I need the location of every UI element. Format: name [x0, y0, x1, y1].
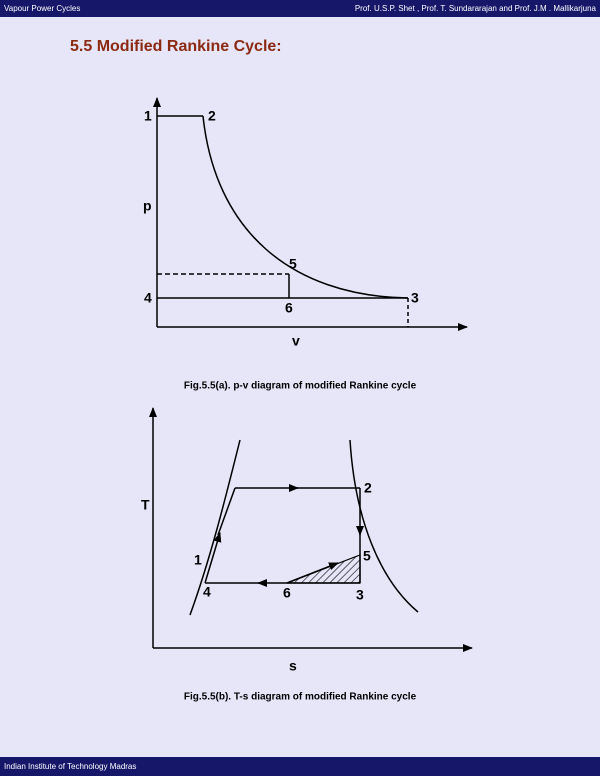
point-label: 5	[289, 256, 297, 272]
point-label: 3	[411, 290, 419, 306]
point-label: 1	[194, 552, 202, 568]
saturation-line	[189, 439, 241, 616]
point-label: 6	[285, 300, 293, 316]
point-label: 2	[208, 108, 216, 124]
point-label: 4	[203, 584, 211, 600]
curve	[202, 115, 409, 299]
arrow	[286, 562, 339, 584]
axis-label: p	[143, 198, 152, 214]
axis-label: v	[292, 333, 300, 349]
point-label: 3	[356, 587, 364, 603]
axis-label: T	[141, 497, 150, 513]
footer-bar	[0, 757, 600, 776]
footer-text: Indian Institute of Technology Madras	[4, 762, 136, 771]
header-right: Prof. U.S.P. Shet , Prof. T. Sundararaja…	[355, 4, 597, 13]
axis-label: s	[289, 658, 297, 674]
saturation-line	[349, 439, 419, 613]
ts-diagram: T s 2 1 5 4 6 3	[141, 407, 473, 674]
section-title: 5.5 Modified Rankine Cycle:	[70, 38, 282, 55]
point-label: 4	[144, 290, 152, 306]
point-label: 5	[363, 548, 371, 564]
caption: Fig.5.5(b). T-s diagram of modified Rank…	[184, 692, 417, 703]
arrow	[204, 532, 222, 584]
point-label: 2	[364, 480, 372, 496]
caption: Fig.5.5(a). p-v diagram of modified Rank…	[184, 381, 417, 392]
pv-diagram: p v 1 2 5 4 6 3	[143, 97, 468, 349]
point-label: 6	[283, 585, 291, 601]
point-label: 1	[144, 108, 152, 124]
header-left: Vapour Power Cycles	[4, 4, 80, 13]
header-bar	[0, 0, 600, 17]
line	[217, 487, 236, 536]
